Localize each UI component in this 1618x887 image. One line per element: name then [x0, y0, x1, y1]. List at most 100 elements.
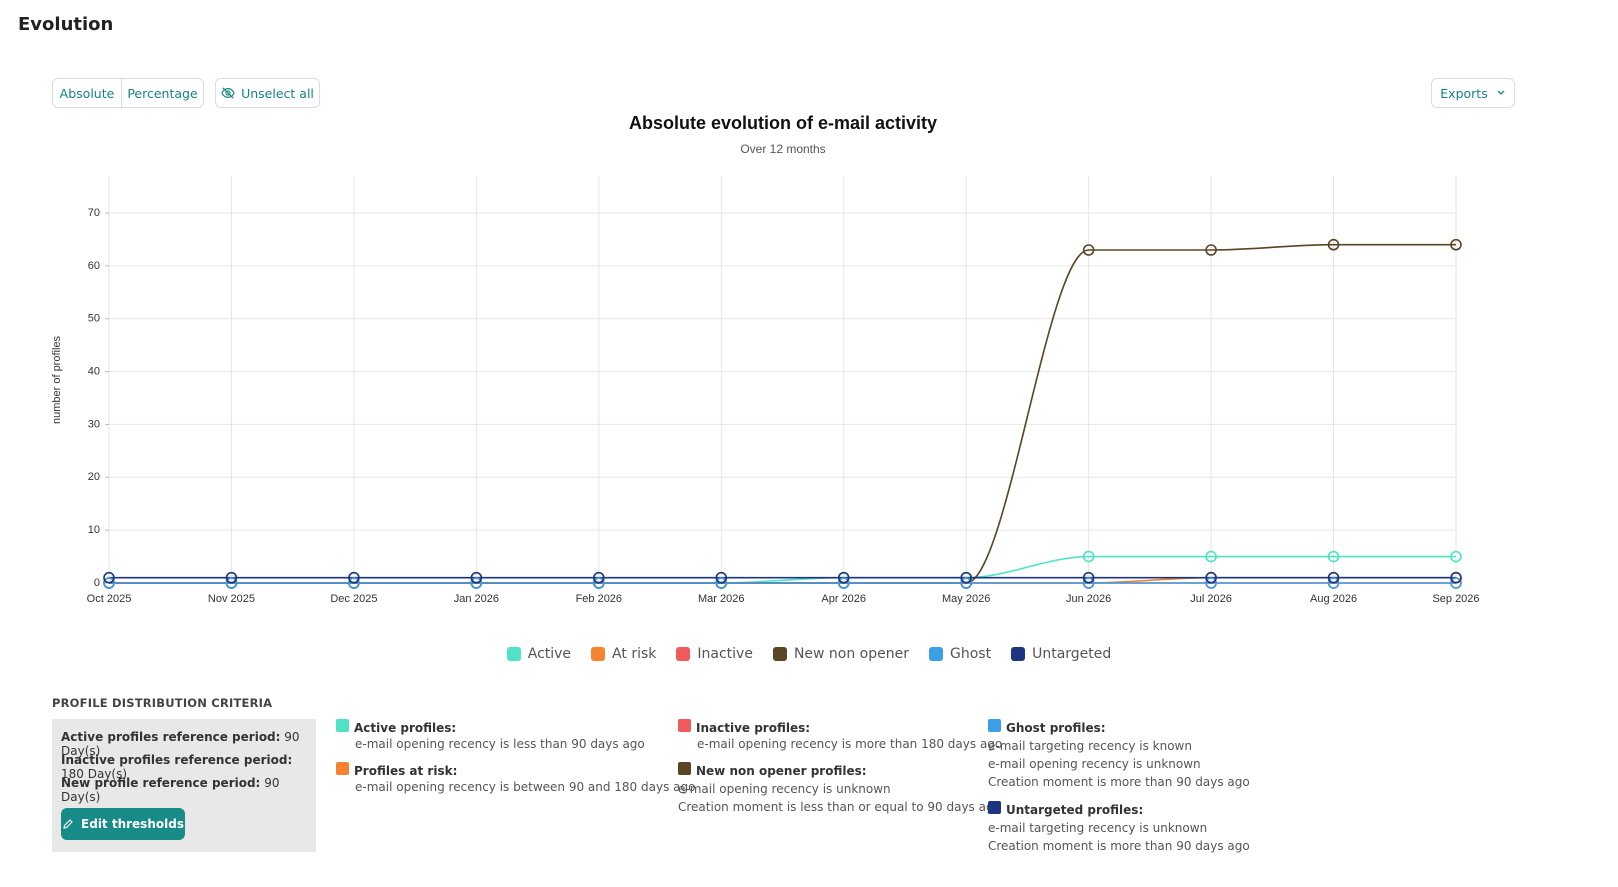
definition-title-row: Active profiles: [336, 718, 695, 737]
definition-line: e-mail opening recency is more than 180 … [697, 737, 1003, 751]
data-point [1082, 571, 1095, 584]
legend-label: Untargeted [1032, 646, 1112, 662]
setting-value: 180 Day(s) [61, 767, 128, 781]
legend-item[interactable]: New non opener [772, 646, 909, 662]
x-tick-label: Sep 2026 [1432, 593, 1479, 605]
x-tick-label: Mar 2026 [698, 593, 744, 605]
data-point [837, 571, 850, 584]
setting-label: Inactive profiles reference period: [61, 753, 293, 767]
data-point [837, 577, 850, 589]
x-tick-label: Nov 2025 [208, 593, 255, 605]
exports-button[interactable]: Exports [1431, 78, 1515, 108]
edit-thresholds-button[interactable]: Edit thresholds [61, 808, 185, 840]
definition-line: Creation moment is more than 90 days ago [988, 775, 1250, 789]
definition-title-row: Inactive profiles: [678, 718, 1002, 737]
x-tick-label: Jan 2026 [454, 593, 499, 605]
data-point [348, 571, 360, 584]
chart-subtitle: Over 12 months [740, 142, 825, 156]
definition-swatch [678, 761, 691, 775]
data-point [1450, 238, 1462, 251]
x-tick-label: Feb 2026 [576, 593, 622, 605]
setting-row: Inactive profiles reference period: 180 … [61, 753, 316, 781]
page-title: Evolution [18, 14, 114, 35]
definition: Untargeted profiles: e-mail targeting rec… [988, 800, 1250, 855]
definition-line: e-mail opening recency is unknown [988, 757, 1201, 771]
definition-swatch [678, 718, 691, 732]
chart-title: Absolute evolution of e-mail activity [629, 113, 937, 133]
data-point [1327, 550, 1340, 563]
data-point [225, 577, 238, 589]
data-point [960, 571, 972, 584]
series-line [109, 555, 1456, 584]
data-point [225, 571, 238, 584]
definition: Inactive profiles: e-mail opening recency… [678, 718, 1003, 752]
definition-title: Untargeted profiles: [1006, 803, 1144, 817]
exports-label: Exports [1440, 85, 1488, 101]
data-point [960, 577, 972, 589]
data-point [1082, 550, 1095, 563]
definition-column: Inactive profiles: e-mail opening recency… [678, 718, 1003, 826]
y-tick-label: 40 [88, 365, 100, 377]
definition-title: Profiles at risk: [354, 764, 458, 778]
setting-label: New profile reference period: [61, 776, 261, 790]
x-tick-label: Apr 2026 [821, 593, 866, 605]
definition-line: Creation moment is more than 90 days ago [988, 839, 1250, 853]
legend-swatch [591, 647, 606, 661]
data-point [1450, 571, 1462, 584]
data-point [593, 577, 605, 589]
legend-item[interactable]: Inactive [676, 646, 753, 662]
legend-item[interactable]: Ghost [929, 646, 991, 662]
legend: Active At risk Inactive New non opener Ghost… [0, 646, 1618, 662]
data-point [1205, 550, 1217, 563]
unselect-all-label: Unselect all [241, 85, 314, 101]
data-point [103, 577, 115, 589]
x-tick-label: Oct 2025 [87, 593, 132, 605]
percentage-button[interactable]: Percentage [121, 78, 204, 108]
definition: Profiles at risk: e-mail opening recency … [336, 761, 696, 795]
legend-swatch [772, 647, 787, 661]
definition-line: e-mail opening recency is less than 90 d… [355, 737, 645, 751]
criteria-title: PROFILE DISTRIBUTION CRITERIA [52, 696, 273, 710]
definition-swatch [988, 800, 1001, 814]
y-axis-label: number of profiles [51, 335, 63, 424]
legend-swatch [1011, 647, 1026, 661]
definition-swatch [336, 761, 349, 775]
data-point [715, 577, 728, 589]
y-tick-label: 0 [94, 577, 100, 589]
legend-label: Active [527, 646, 572, 662]
definition-title-row: Profiles at risk: [336, 761, 695, 780]
eye-off-icon [221, 87, 235, 99]
legend-label: Inactive [697, 646, 753, 662]
data-point [348, 577, 360, 589]
edit-thresholds-label: Edit thresholds [81, 817, 184, 831]
data-point [1082, 244, 1095, 256]
legend-item[interactable]: Untargeted [1011, 646, 1111, 662]
legend-label: Ghost [950, 646, 992, 662]
setting-row: New profile reference period: 90 Day(s) [61, 776, 316, 804]
definition-title-row: New non opener profiles: [678, 761, 1002, 780]
legend-item[interactable]: Active [506, 646, 572, 662]
definition-title: Active profiles: [354, 721, 457, 735]
legend-label: At risk [612, 646, 657, 662]
definition-title: New non opener profiles: [696, 764, 867, 778]
data-point [103, 571, 115, 584]
legend-swatch [929, 647, 943, 661]
definition-swatch [336, 718, 349, 732]
data-point [1205, 571, 1217, 584]
x-tick-label: May 2026 [942, 593, 990, 605]
definition-title: Inactive profiles: [696, 721, 811, 735]
setting-value: 90 Day(s) [61, 776, 280, 804]
definition-column: Active profiles: e-mail opening recency i… [336, 718, 696, 805]
definition-column: Ghost profiles: e-mail targeting recency … [988, 718, 1250, 865]
data-point [470, 577, 483, 589]
definition-line: e-mail opening recency is between 90 and… [355, 780, 696, 794]
setting-label: Active profiles reference period: [61, 730, 281, 744]
legend-item[interactable]: At risk [591, 646, 656, 662]
definition-line: e-mail opening recency is unknown [678, 782, 891, 796]
data-point [470, 571, 483, 584]
absolute-button[interactable]: Absolute [52, 78, 122, 108]
unselect-all-button[interactable]: Unselect all [215, 78, 320, 108]
legend-swatch [506, 647, 521, 661]
definition-line: Creation moment is less than or equal to… [678, 800, 1001, 814]
